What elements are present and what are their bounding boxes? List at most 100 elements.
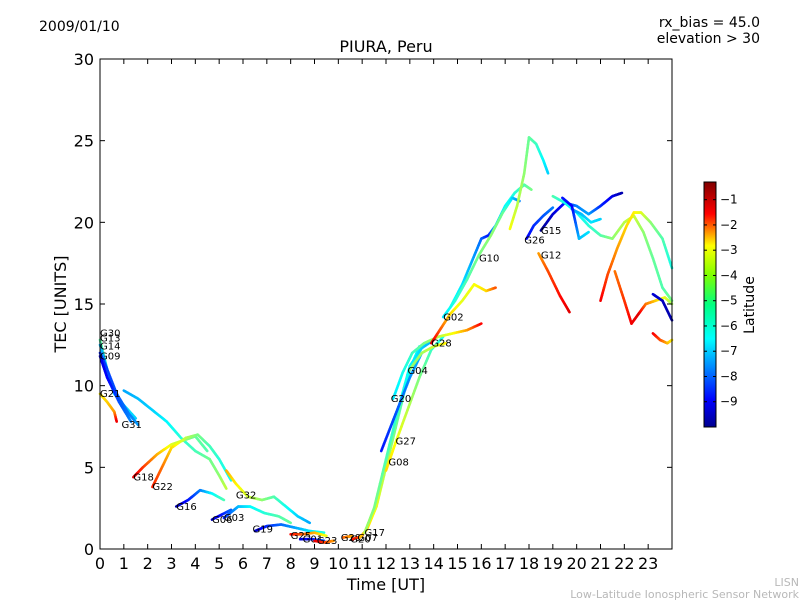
satellite-label: G15	[541, 226, 561, 237]
satellite-label: G27	[396, 436, 416, 447]
plot-frame	[99, 58, 673, 550]
x-tick-label: 17	[495, 554, 515, 573]
satellite-track-g25: G25	[289, 531, 328, 542]
satellite-track	[651, 332, 674, 345]
data-point	[288, 520, 292, 525]
x-tick-label: 1	[119, 554, 129, 573]
colorbar-tick-label: −9	[720, 395, 738, 409]
x-tick-label: 22	[614, 554, 634, 573]
satellite-label: G06	[212, 515, 232, 526]
data-point	[567, 309, 571, 314]
satellite-track-g06: G06	[210, 508, 233, 526]
x-tick-label: 9	[309, 554, 319, 573]
colorbar-tick-label: −6	[720, 319, 738, 333]
satellite-label: G30	[100, 329, 120, 340]
satellite-label: G22	[152, 482, 172, 493]
colorbar-tick-label: −3	[720, 243, 738, 257]
satellite-track-g03: G03	[222, 505, 292, 525]
colorbar-tick-label: −2	[720, 218, 738, 232]
satellite-track	[551, 194, 674, 303]
date-label: 2009/01/10	[39, 19, 120, 35]
x-tick-label: 3	[166, 554, 176, 573]
x-tick-label: 12	[376, 554, 396, 573]
satellite-label: G20	[350, 534, 370, 545]
data-point	[224, 485, 228, 490]
x-tick-label: 8	[286, 554, 296, 573]
x-tick-label: 0	[95, 554, 105, 573]
x-tick-label: 13	[400, 554, 420, 573]
satellite-track-g04: G04	[407, 341, 447, 377]
y-tick-label: 30	[74, 50, 94, 69]
x-tick-label: 19	[543, 554, 563, 573]
satellite-label: G31	[121, 420, 141, 431]
satellite-track	[613, 270, 674, 325]
satellite-track-g18: G18	[132, 434, 209, 483]
satellite-label: G07	[357, 533, 377, 544]
footer-network: Low-Latitude Ionospheric Sensor Network	[570, 588, 799, 600]
rx-bias-label: rx_bias = 45.0	[659, 15, 760, 31]
satellite-track-g21: G21	[98, 389, 120, 423]
satellite-track-g26: G26	[524, 206, 555, 247]
satellite-label: G28	[431, 338, 451, 349]
data-point	[550, 206, 555, 210]
satellite-track-g31: G31	[121, 389, 228, 490]
satellite-label: G25	[291, 531, 311, 542]
satellite-label: G13	[100, 334, 120, 345]
satellite-label: G01	[303, 534, 323, 545]
y-axis-label: TEC [UNITS]	[51, 256, 70, 354]
y-tick-label: 10	[74, 377, 94, 396]
data-point	[133, 415, 138, 420]
satellite-label: G23	[317, 536, 337, 547]
data-point	[128, 418, 133, 423]
satellite-track-g19: G19	[253, 523, 326, 536]
x-tick-label: 7	[262, 554, 272, 573]
satellite-label: G09	[100, 352, 120, 363]
satellite-track-g14: G14	[98, 342, 140, 427]
satellite-label: G21	[100, 389, 120, 400]
colorbar-tick-label: −7	[720, 344, 738, 358]
y-axis: 0 5 10 15 20 25 30	[74, 50, 672, 559]
x-tick-label: 10	[328, 554, 348, 573]
x-tick-label: 4	[190, 554, 200, 573]
satellite-track-g02: G02	[441, 196, 521, 323]
satellite-track-g01: G01	[298, 534, 326, 545]
satellite-track-g23: G23	[313, 536, 337, 547]
x-tick-label: 18	[519, 554, 539, 573]
satellite-label: G17	[365, 528, 385, 539]
colorbar-tick-label: −4	[720, 268, 738, 282]
x-axis-label: Time [UT]	[346, 575, 425, 594]
y-tick-label: 15	[74, 295, 94, 314]
colorbar-ticks: −1 −2 −3 −4 −5 −6 −7 −8 −9	[704, 193, 738, 409]
y-tick-label: 20	[74, 213, 94, 232]
satellite-label: G18	[133, 472, 153, 483]
satellite-track-g12: G12	[537, 250, 571, 314]
satellite-label: G26	[524, 236, 544, 247]
colorbar: −1 −2 −3 −4 −5 −6 −7 −8 −9 Latitude	[703, 181, 758, 428]
satellite-label: G14	[100, 342, 120, 353]
satellite-track-g32: G32	[225, 469, 312, 525]
x-tick-label: 23	[638, 554, 658, 573]
data-point	[478, 322, 483, 326]
satellite-label: G29	[341, 533, 361, 544]
x-tick-label: 20	[566, 554, 586, 573]
satellite-label: G12	[541, 250, 561, 261]
colorbar-gradient	[703, 181, 717, 428]
x-tick-label: 6	[238, 554, 248, 573]
satellite-label: G32	[236, 490, 256, 501]
satellite-track-g08: G08	[384, 335, 445, 472]
satellite-track-g20: G20	[391, 322, 483, 405]
satellite-label: G04	[407, 366, 427, 377]
data-point	[586, 230, 590, 235]
header: 2009/01/10 rx_bias = 45.0 elevation > 30…	[39, 15, 760, 56]
satellite-label: G20	[391, 394, 411, 405]
satellite-track-g28: G28	[429, 283, 497, 349]
data-point	[204, 448, 209, 453]
satellite-label: G10	[479, 254, 499, 265]
satellite-track-g29: G29	[341, 533, 361, 544]
satellite-track	[651, 292, 674, 322]
x-tick-label: 11	[352, 554, 372, 573]
satellite-label: G16	[176, 502, 196, 513]
satellite-track	[508, 136, 550, 231]
footer-lisn: LISN	[774, 576, 799, 589]
